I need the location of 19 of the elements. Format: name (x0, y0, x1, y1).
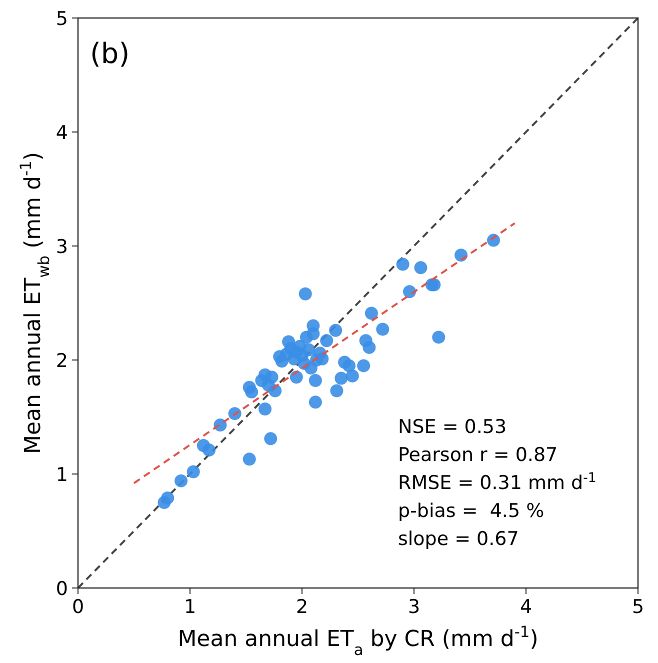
annotation: slope = 0.67 (398, 528, 519, 550)
y-tick-label: 5 (56, 8, 68, 30)
x-axis-title: Mean annual ET$_{a}$ by CR (mm d$^{-1}$) (178, 623, 538, 659)
x-tick-label: 2 (296, 596, 308, 618)
annotation: RMSE = 0.31 mm d$^{-1}$ (398, 470, 596, 494)
x-tick-label: 5 (632, 596, 644, 618)
annotation: p-bias = 4.5 % (398, 500, 544, 522)
y-tick-label: 2 (56, 350, 68, 372)
x-tick-label: 1 (184, 596, 196, 618)
annotation: Pearson r = 0.87 (398, 444, 558, 466)
y-tick-label: 3 (56, 236, 68, 258)
x-tick-label: 4 (520, 596, 532, 618)
y-tick-label: 4 (56, 122, 68, 144)
x-tick-label: 0 (72, 596, 84, 618)
annotation: (b) (90, 37, 130, 70)
annotation: NSE = 0.53 (398, 416, 507, 438)
x-tick-label: 3 (408, 596, 420, 618)
y-tick-label: 1 (56, 464, 68, 486)
y-tick-label: 0 (56, 578, 68, 600)
